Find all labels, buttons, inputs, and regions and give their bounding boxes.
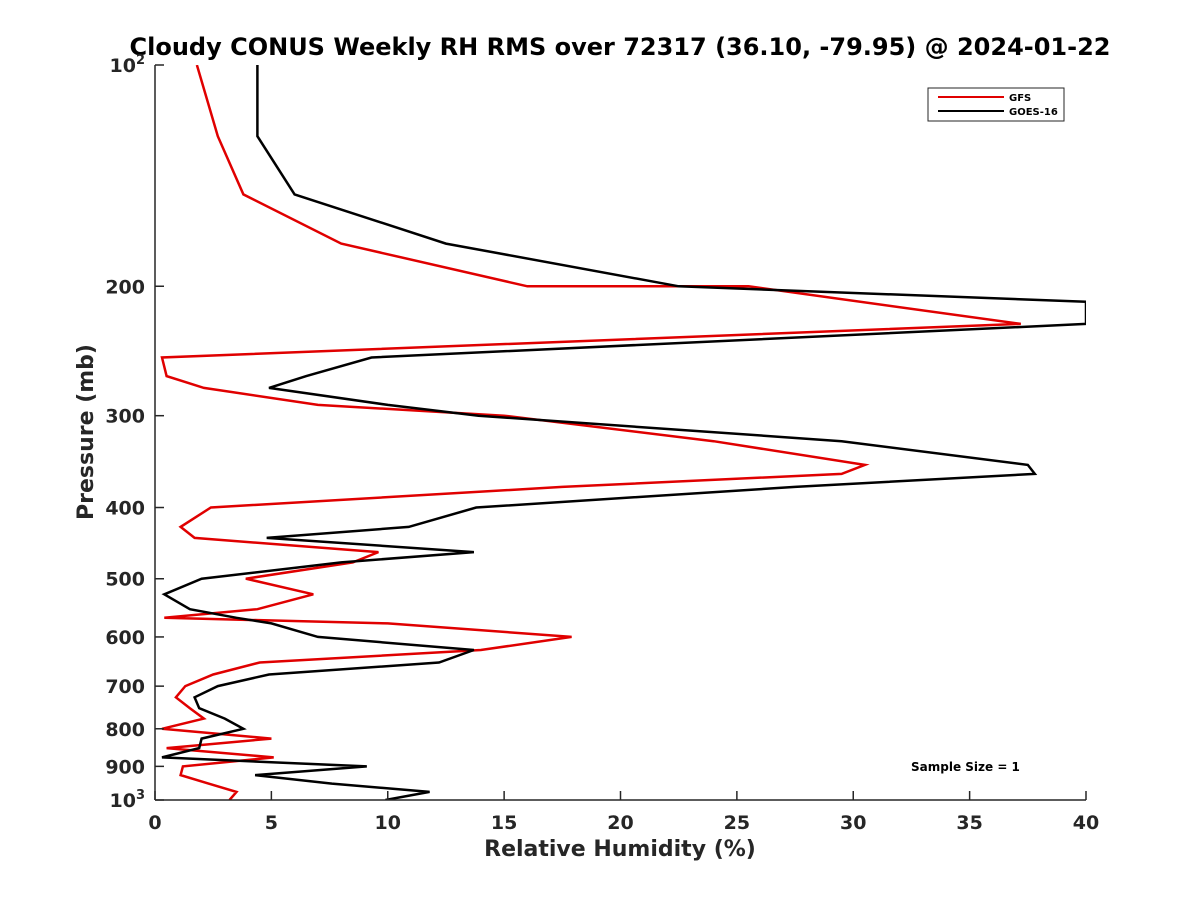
- legend-label-goes16: GOES-16: [1009, 107, 1058, 118]
- y-tick-label: 900: [105, 756, 145, 778]
- x-tick-label: 15: [491, 812, 517, 834]
- chart-title: Cloudy CONUS Weekly RH RMS over 72317 (3…: [130, 33, 1111, 61]
- axes-layer: [154, 65, 1086, 801]
- x-tick-label: 25: [724, 812, 750, 834]
- y-tick-label: 200: [105, 276, 145, 298]
- y-tick-label: 102: [110, 53, 146, 77]
- y-tick-label: 400: [105, 498, 145, 520]
- y-tick-label: 500: [105, 569, 145, 591]
- sample-size-annotation: Sample Size = 1: [911, 760, 1020, 774]
- x-ticks: 0 5 10 15 20 25 30 35 40: [148, 791, 1099, 834]
- legend-label-gfs: GFS: [1009, 93, 1031, 104]
- y-tick-label: 600: [105, 627, 145, 649]
- legend: GFS GOES-16: [927, 87, 1065, 122]
- x-tick-label: 40: [1073, 812, 1099, 834]
- y-tick-label: 800: [105, 719, 145, 741]
- legend-box: [927, 87, 1065, 122]
- series-line-goes16: [161, 65, 1086, 800]
- x-tick-label: 0: [148, 812, 161, 834]
- x-tick-label: 5: [265, 812, 278, 834]
- x-tick-label: 20: [607, 812, 633, 834]
- x-tick-label: 35: [956, 812, 982, 834]
- x-tick-label: 30: [840, 812, 866, 834]
- x-tick-label: 10: [375, 812, 401, 834]
- y-ticks: 102 200 300 400 500 600 700 800 900 103: [105, 53, 164, 812]
- y-axis-label: Pressure (mb): [74, 344, 99, 520]
- x-axis-label: Relative Humidity (%): [484, 837, 756, 862]
- y-tick-label: 700: [105, 676, 145, 698]
- series-line-gfs: [160, 65, 1021, 800]
- y-tick-label: 300: [105, 406, 145, 428]
- series-layer: [160, 65, 1086, 800]
- y-tick-label: 103: [110, 788, 146, 812]
